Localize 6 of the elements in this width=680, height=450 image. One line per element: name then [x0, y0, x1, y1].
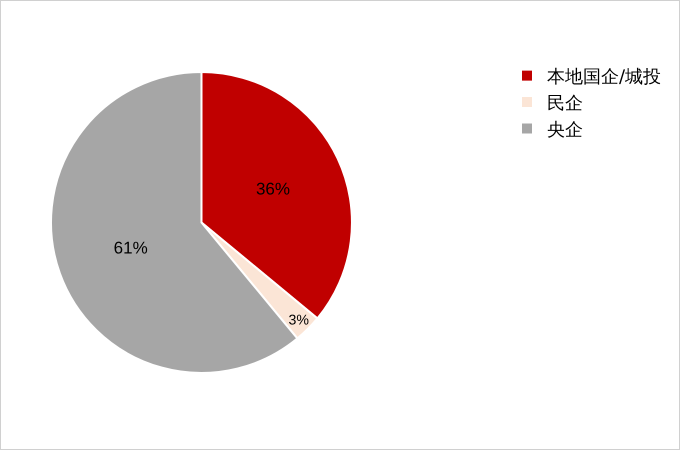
data-label: 61% [114, 238, 148, 258]
data-label: 36% [256, 179, 290, 198]
data-label: 3% [288, 312, 310, 328]
legend-label: 民企 [547, 93, 583, 114]
legend-label: 央企 [547, 119, 583, 140]
legend-label: 本地国企/城投 [547, 66, 662, 88]
